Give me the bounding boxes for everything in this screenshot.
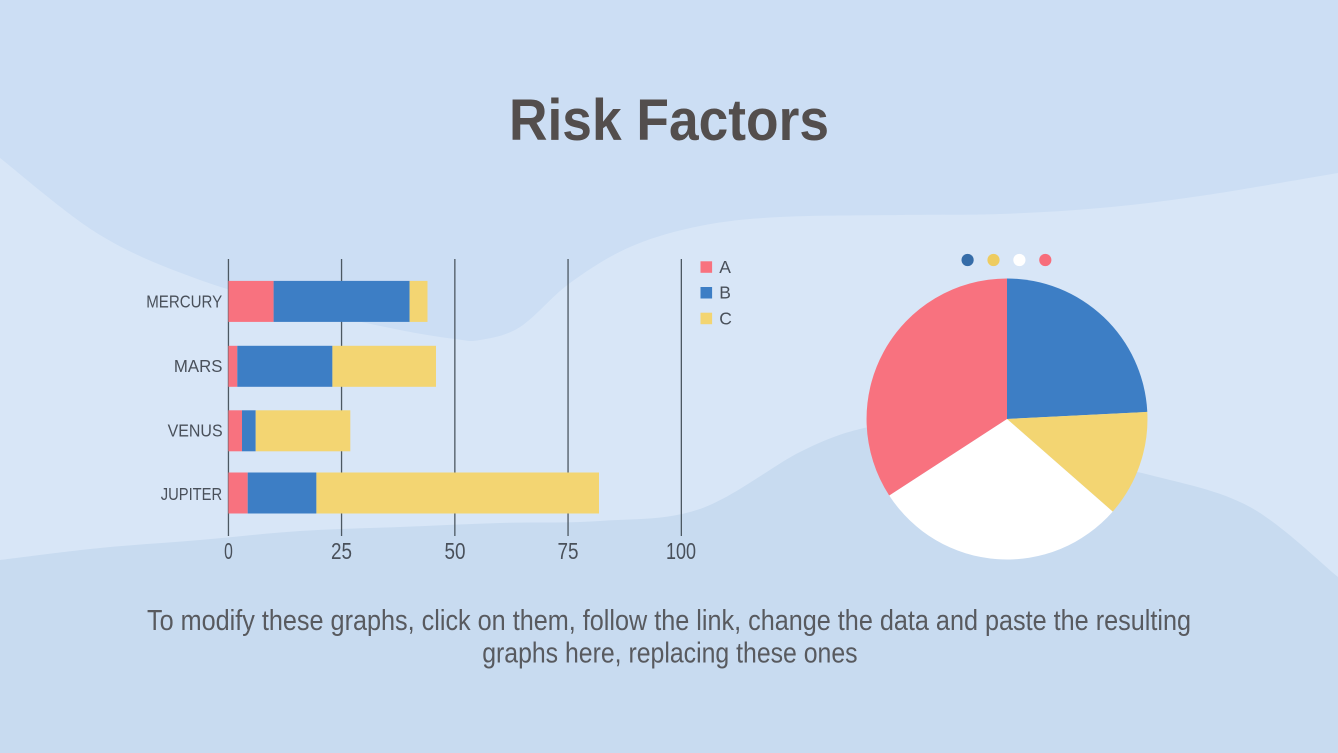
svg-text:100: 100 xyxy=(666,538,696,564)
svg-text:A: A xyxy=(719,257,731,277)
svg-text:75: 75 xyxy=(558,538,579,564)
svg-text:MARS: MARS xyxy=(174,356,223,376)
svg-text:VENUS: VENUS xyxy=(168,420,223,440)
svg-text:25: 25 xyxy=(331,538,352,564)
svg-text:0: 0 xyxy=(224,538,233,564)
svg-text:Risk Factors: Risk Factors xyxy=(509,88,829,153)
svg-text:50: 50 xyxy=(445,538,466,564)
svg-text:JUPITER: JUPITER xyxy=(161,484,223,504)
svg-text:MERCURY: MERCURY xyxy=(146,292,222,312)
svg-text:graphs here, replacing these o: graphs here, replacing these ones xyxy=(482,638,857,670)
svg-text:To modify these graphs, click: To modify these graphs, click on them, f… xyxy=(147,605,1191,637)
svg-text:C: C xyxy=(719,308,732,328)
svg-text:B: B xyxy=(719,283,731,303)
